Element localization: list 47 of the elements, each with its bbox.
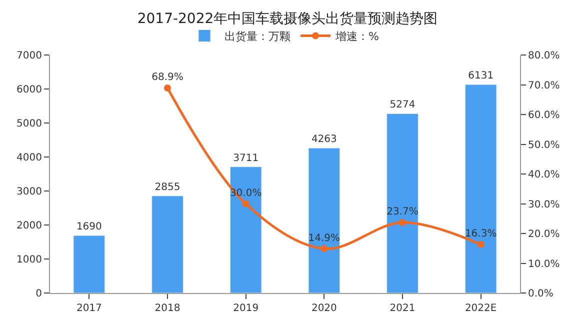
x-tick-label: 2017 [76, 303, 102, 314]
bar [152, 196, 184, 293]
data-label: 2855 [154, 182, 180, 193]
y2-tick-label: 80.0% [528, 50, 560, 62]
y-tick-label: 1000 [16, 254, 42, 266]
y-tick-label: 5000 [16, 118, 42, 130]
x-tick-label: 2019 [233, 303, 259, 314]
y-tick-label: 0 [36, 288, 42, 300]
data-label: 23.7% [386, 206, 418, 218]
y2-tick-label: 60.0% [528, 110, 560, 121]
data-label: 3711 [233, 152, 259, 164]
legend-label: 增速：% [334, 30, 379, 44]
y-tick-label: 2000 [16, 220, 42, 232]
data-label: 68.9% [152, 72, 184, 84]
data-label: 4263 [311, 134, 337, 146]
y2-tick-label: 50.0% [528, 140, 560, 151]
data-label: 14.9% [308, 232, 340, 244]
y2-tick-label: 0.0% [528, 288, 554, 300]
point [477, 241, 484, 248]
y2-tick-label: 30.0% [528, 199, 560, 210]
bar [230, 166, 262, 293]
x-tick-label: 2021 [390, 303, 416, 314]
point [242, 200, 250, 208]
legend-label: 出货量：万颗 [224, 30, 290, 44]
x-tick-label: 2018 [154, 303, 180, 314]
x-tick-label: 2022E [464, 303, 497, 314]
y2-tick-label: 20.0% [528, 229, 560, 240]
y-tick-label: 4000 [16, 152, 42, 164]
point [399, 218, 406, 226]
bar [464, 84, 497, 293]
y2-tick-label: 40.0% [528, 170, 560, 180]
data-label: 5274 [390, 100, 416, 111]
data-label: 6131 [468, 70, 494, 82]
point [320, 245, 328, 252]
chart-title: 2017-2022年中国车载摄像头出货量预测趋势图 [137, 10, 438, 27]
x-tick-label: 2020 [311, 303, 337, 314]
y2-tick-label: 10.0% [528, 258, 560, 270]
point [164, 84, 171, 92]
bar [308, 148, 340, 293]
bar [386, 113, 418, 293]
y-tick-label: 6000 [16, 84, 42, 96]
data-label: 16.3% [464, 228, 497, 240]
y-tick-label: 7000 [16, 50, 42, 62]
y2-tick-label: 70.0% [528, 80, 560, 92]
bar [73, 235, 106, 293]
data-label: 1690 [76, 222, 102, 233]
y-tick-label: 3000 [16, 186, 42, 198]
